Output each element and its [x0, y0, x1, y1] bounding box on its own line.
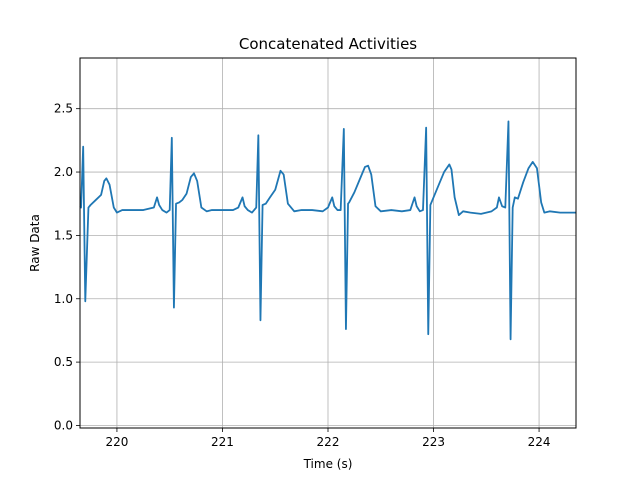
- chart-title: Concatenated Activities: [239, 35, 417, 53]
- x-tick-label: 222: [317, 435, 340, 449]
- x-tick-label: 220: [105, 435, 128, 449]
- grid: [80, 58, 576, 428]
- y-tick-label: 2.5: [54, 102, 73, 116]
- y-tick-label: 2.0: [54, 165, 73, 179]
- y-tick-label: 1.5: [54, 228, 73, 242]
- ticks: 220 221 222 223 224 0.0 0.5 1.0 1.5 2.0 2.5: [54, 102, 551, 449]
- plot-area: [79, 120, 576, 341]
- x-tick-label: 224: [528, 435, 551, 449]
- y-tick-label: 0.0: [54, 418, 73, 432]
- series-line: [79, 120, 576, 341]
- y-axis-label: Raw Data: [28, 214, 42, 272]
- x-axis-label: Time (s): [303, 457, 353, 471]
- y-tick-label: 1.0: [54, 292, 73, 306]
- x-tick-label: 223: [422, 435, 445, 449]
- x-tick-label: 221: [211, 435, 234, 449]
- y-tick-label: 0.5: [54, 355, 73, 369]
